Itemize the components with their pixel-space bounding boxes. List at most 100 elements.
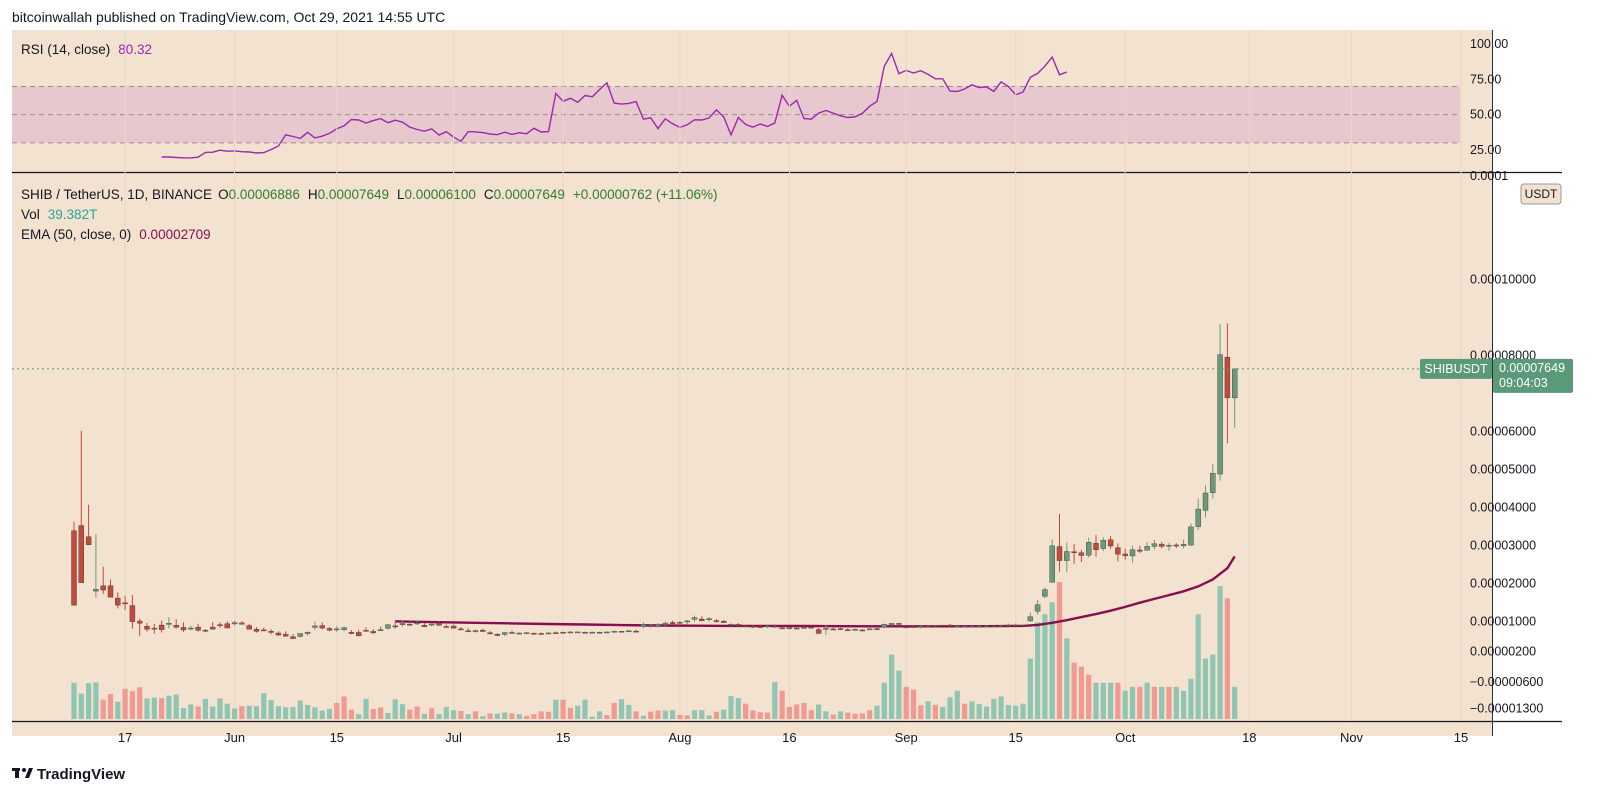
candle-body bbox=[640, 624, 647, 627]
candle-body bbox=[721, 621, 727, 623]
candle-body bbox=[356, 632, 362, 637]
volume-bar bbox=[210, 706, 216, 719]
volume-bar bbox=[93, 682, 99, 719]
volume-bar bbox=[670, 710, 676, 719]
rsi-tick-label: 50.00 bbox=[1470, 108, 1501, 122]
volume-bar bbox=[1086, 674, 1092, 719]
candle-body bbox=[1071, 551, 1077, 553]
volume-bar bbox=[86, 683, 92, 719]
volume-bar bbox=[983, 706, 990, 719]
chart-background bbox=[12, 30, 1492, 736]
volume-bar bbox=[275, 706, 281, 719]
volume-bar bbox=[582, 699, 588, 719]
volume-bar bbox=[531, 714, 537, 719]
candle-body bbox=[684, 620, 690, 623]
time-axis: 17 Jun 15 Jul 15 Aug 16 Sep 15 Oct 18 Nov 15 bbox=[118, 730, 1468, 745]
candle-body bbox=[450, 625, 457, 629]
candle-body bbox=[669, 622, 676, 624]
candle-body bbox=[465, 630, 471, 632]
candle-body bbox=[377, 629, 384, 631]
candle-body bbox=[808, 626, 814, 629]
candle-body bbox=[596, 632, 603, 634]
candle-body bbox=[195, 626, 201, 631]
volume-bar bbox=[253, 706, 260, 719]
volume-bar bbox=[1159, 686, 1165, 719]
candle-body bbox=[940, 625, 946, 627]
candle-body bbox=[538, 633, 544, 635]
candle-body bbox=[458, 628, 464, 631]
publisher-line: bitcoinwallah published on TradingView.c… bbox=[12, 9, 445, 25]
candle-body bbox=[1049, 545, 1055, 583]
rsi-tick-label: 75.00 bbox=[1470, 72, 1501, 86]
candle-body bbox=[173, 625, 179, 628]
candle-body bbox=[713, 620, 720, 622]
candle-body bbox=[896, 623, 902, 625]
ohlc-h-value: 0.00007649 bbox=[318, 187, 389, 202]
volume-bar bbox=[1166, 686, 1172, 719]
volume-bar bbox=[370, 708, 376, 719]
volume-bar bbox=[385, 712, 391, 719]
price-tick-label: −0.00000600 bbox=[1470, 675, 1543, 689]
volume-bar bbox=[845, 712, 851, 719]
ohlc-o-value: 0.00006886 bbox=[229, 187, 300, 202]
rsi-name: RSI (14, close) bbox=[21, 42, 110, 57]
volume-bar bbox=[998, 696, 1004, 719]
volume-bar bbox=[509, 713, 515, 719]
volume-bar bbox=[173, 694, 179, 719]
candle-body bbox=[144, 626, 150, 630]
volume-bar bbox=[341, 696, 347, 719]
candle-body bbox=[188, 627, 194, 630]
candle-body bbox=[509, 632, 515, 634]
volume-bar bbox=[677, 714, 683, 719]
volume-bar bbox=[1210, 654, 1216, 719]
candle-body bbox=[801, 627, 807, 629]
volume-bar bbox=[940, 706, 946, 719]
candle-body bbox=[1173, 544, 1180, 547]
candle-body bbox=[429, 623, 435, 626]
candle-body bbox=[604, 631, 610, 634]
time-tick-label: Jun bbox=[224, 730, 245, 745]
candle-body bbox=[107, 585, 114, 598]
symbol-title: SHIB / TetherUS, 1D, BINANCE O0.00006886 H… bbox=[21, 187, 718, 202]
volume-bar bbox=[640, 715, 646, 719]
candle-body bbox=[837, 628, 844, 630]
symbol-tag-text: SHIBUSDT bbox=[1424, 362, 1488, 376]
volume-bar bbox=[618, 699, 625, 719]
time-tick-label: Nov bbox=[1340, 730, 1364, 745]
volume-bar bbox=[808, 710, 814, 719]
volume-bar bbox=[553, 699, 559, 719]
candle-body bbox=[1202, 492, 1209, 511]
candle-body bbox=[1166, 545, 1172, 547]
candle-body bbox=[1129, 549, 1136, 557]
volume-bar bbox=[626, 704, 632, 719]
volume-bar bbox=[889, 654, 895, 719]
candle-body bbox=[633, 630, 639, 633]
candle-body bbox=[166, 623, 172, 625]
ohlc-o-label: O bbox=[218, 187, 229, 202]
volume-bar bbox=[1100, 682, 1106, 719]
volume-bar bbox=[1202, 658, 1209, 719]
ohlc-h-label: H bbox=[308, 187, 318, 202]
volume-bar bbox=[604, 714, 610, 719]
volume-bar bbox=[1042, 614, 1048, 719]
volume-bar bbox=[896, 670, 902, 719]
candle-body bbox=[998, 625, 1004, 627]
volume-bar bbox=[392, 699, 398, 719]
candle-body bbox=[991, 625, 997, 627]
volume-bar bbox=[545, 711, 552, 719]
tradingview-logo: TradingView bbox=[12, 766, 125, 783]
ohlc-l-value: 0.00006100 bbox=[405, 187, 476, 202]
ema-line bbox=[395, 555, 1236, 628]
candle-body bbox=[1042, 589, 1048, 597]
candle-body bbox=[1115, 547, 1121, 555]
candle-body bbox=[961, 625, 968, 628]
price-tick-label: 0.00004000 bbox=[1470, 500, 1536, 514]
candle-body bbox=[823, 628, 829, 630]
volume-bar bbox=[100, 699, 106, 719]
price-tag: SHIBUSDT 0.00007649 09:04:03 bbox=[1420, 358, 1573, 393]
candle-body bbox=[1064, 551, 1070, 561]
volume-bar bbox=[772, 681, 778, 719]
currency-badge[interactable] bbox=[1520, 183, 1562, 205]
volume-bar bbox=[684, 715, 690, 719]
